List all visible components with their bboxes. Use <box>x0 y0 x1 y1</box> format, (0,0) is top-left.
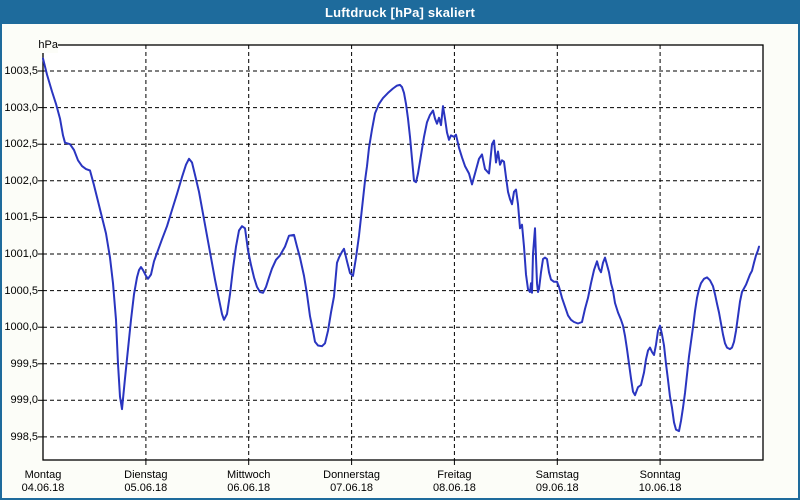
day-date: 06.06.18 <box>227 482 271 494</box>
day-date: 07.06.18 <box>330 482 373 494</box>
x-day-label: Mittwoch 06.06.18 <box>194 469 304 495</box>
day-name: Freitag <box>437 469 472 481</box>
day-date: 10.06.18 <box>638 482 682 494</box>
day-name: Donnerstag <box>323 469 380 481</box>
x-day-label: Sonntag 10.06.18 <box>605 469 715 495</box>
day-name: Samstag <box>535 469 579 481</box>
day-name: Sonntag <box>639 469 681 481</box>
window-title: Luftdruck [hPa] skaliert <box>2 2 798 24</box>
y-tick-label: 1000,0 <box>4 321 38 334</box>
day-name: Dienstag <box>124 469 168 481</box>
y-tick-label: 1001,5 <box>4 211 38 224</box>
y-tick-label: 1003,5 <box>4 64 38 77</box>
x-day-label: Donnerstag 07.06.18 <box>297 469 407 495</box>
day-date: 05.06.18 <box>124 482 168 494</box>
pressure-series-line <box>42 57 760 433</box>
y-tick-label: 1002,5 <box>4 138 38 151</box>
y-axis-unit-label: hPa <box>2 38 58 53</box>
x-day-label: Montag 04.06.18 <box>2 469 98 495</box>
y-tick-label: 998,5 <box>10 430 38 443</box>
y-tick-label: 1001,0 <box>4 247 38 260</box>
day-date: 08.06.18 <box>433 482 476 494</box>
y-tick-label: 999,0 <box>10 394 38 407</box>
y-tick-label: 999,5 <box>10 357 38 370</box>
y-tick-label: 1002,0 <box>4 174 38 187</box>
x-day-label: Samstag 09.06.18 <box>502 469 612 495</box>
day-date: 04.06.18 <box>21 482 65 494</box>
day-name: Mittwoch <box>227 469 271 481</box>
day-date: 09.06.18 <box>535 482 579 494</box>
x-day-label: Freitag 08.06.18 <box>399 469 509 495</box>
x-day-label: Dienstag 05.06.18 <box>91 469 201 495</box>
y-tick-label: 1000,5 <box>4 284 38 297</box>
y-tick-label: 1003,0 <box>4 101 38 114</box>
day-name: Montag <box>24 469 62 481</box>
